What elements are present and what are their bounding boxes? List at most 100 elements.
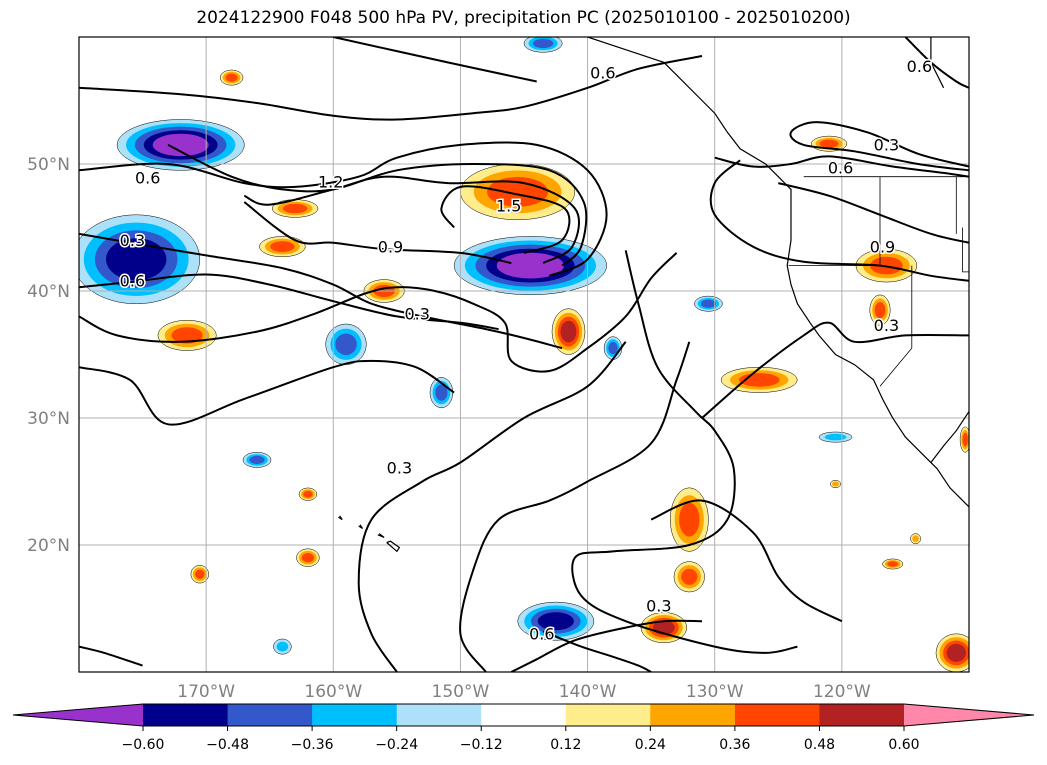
contour-label: 0.9 [378,237,403,256]
coastline [930,411,969,463]
pv-contour [167,144,588,267]
precip-cell [225,73,238,82]
precip-cell [106,238,167,281]
colorbar-segment [312,704,398,726]
colorbar: −0.60 −0.48 −0.36 −0.24 −0.12 0.12 0.24 0.36 0.4… [12,703,1035,753]
precip-cell [946,643,966,662]
contour-label: 0.6 [907,57,932,76]
colorbar-segment [481,704,567,726]
pv-contour [357,341,627,672]
contour-label: 0.6 [828,159,853,178]
pv-contour [79,273,499,331]
precip-cell [887,561,899,567]
precip-cell [608,342,618,355]
precip-cell [532,38,554,49]
lon-tick-label: 120°W [813,682,871,702]
pv-contour [650,499,843,623]
contour-label: 0.3 [874,316,899,335]
pv-contour [333,37,537,83]
pv-contour [440,185,571,254]
axis-labels: 170°W 160°W 150°W 140°W 130°W 120°W 50°N 40°N 30… [27,155,871,702]
pv-contour [459,341,691,672]
contour-label: 0.3 [120,231,145,250]
precip-cell [874,302,886,319]
contour-label: 0.3 [646,597,671,616]
precip-cell [824,433,847,441]
colorbar-segment [143,704,229,726]
contour-label: 0.3 [874,136,899,155]
chart-title: 2024122900 F048 500 hPa PV, precipitatio… [196,8,851,28]
precip-cell [435,384,448,401]
pv-contour [79,55,703,121]
colorbar-segment [565,704,651,726]
pv-contour [701,321,969,419]
pv-contour [243,175,580,264]
pv-contour [79,359,455,426]
precip-cell [962,432,968,447]
precip-cell [700,299,716,308]
colorbar-segment [227,704,313,726]
colorbar-tick-label: 0.12 [550,737,581,753]
lon-tick-label: 150°W [432,682,490,702]
colorbar-tick-label: −0.36 [291,737,334,753]
precip-cell [537,612,574,631]
lat-tick-label: 30°N [27,409,70,429]
precip-cell [195,569,205,579]
precip-cell [912,535,919,542]
coastline [587,37,969,508]
colorbar-tick-label: 0.24 [635,737,666,753]
lon-tick-label: 170°W [177,682,235,702]
precip-cell [270,241,295,253]
precip-cell [335,333,357,356]
pv-contour [79,645,143,667]
contour-label: 0.6 [135,169,160,188]
contour-label: 1.5 [496,197,521,216]
lon-tick-label: 130°W [686,682,744,702]
coastline [358,524,364,530]
precip-cell [282,203,308,214]
pv-contour [510,619,703,672]
coastline [338,515,343,521]
pv-contour [778,182,969,244]
precip-cell [819,139,839,148]
colorbar-tick-label: −0.12 [460,737,503,753]
pv-contour [714,155,969,178]
coastline [377,533,385,538]
colorbar-segment [396,704,482,726]
pv-contour [243,201,512,265]
lat-tick-label: 20°N [27,536,70,556]
contour-label: 0.9 [870,237,895,256]
coastline [386,540,401,553]
contour-label: 0.6 [529,625,554,644]
colorbar-tick-label: −0.48 [206,737,249,753]
precip-cell [276,641,289,652]
precip-cell [496,252,564,279]
pv-contour [542,630,652,672]
contour-label: 0.6 [590,63,615,82]
map-frame [78,36,970,673]
colorbar-segment [819,704,905,726]
pv-contour [79,141,608,277]
colorbar-tick-label: −0.24 [375,737,418,753]
lon-tick-label: 140°W [559,682,617,702]
precip-cell [303,490,313,498]
contour-label: 0.3 [387,458,412,477]
contour-label-layer: 0.6 0.6 0.3 0.6 0.9 0.3 0.6 1.2 1.5 0.9 0.3 0.6 0.3 0… [118,56,933,646]
contour-label: 1.2 [318,173,343,192]
colorbar-tick-label: 0.60 [888,737,919,753]
colorbar-tick-label: 0.36 [719,737,750,753]
pv-contour [79,252,678,373]
pv-contour [789,121,969,172]
precip-cell [171,327,203,344]
colorbar-extend-low [13,704,143,726]
precip-cell [249,455,265,464]
pv-contour-layer [79,37,969,672]
precip-cell [152,133,209,157]
colorbar-segment [650,704,736,726]
precip-cell [301,553,314,563]
lat-tick-label: 50°N [27,155,70,175]
contour-label: 0.6 [120,272,145,291]
colorbar-tick-label: −0.60 [122,737,165,753]
precip-cell [679,502,700,537]
